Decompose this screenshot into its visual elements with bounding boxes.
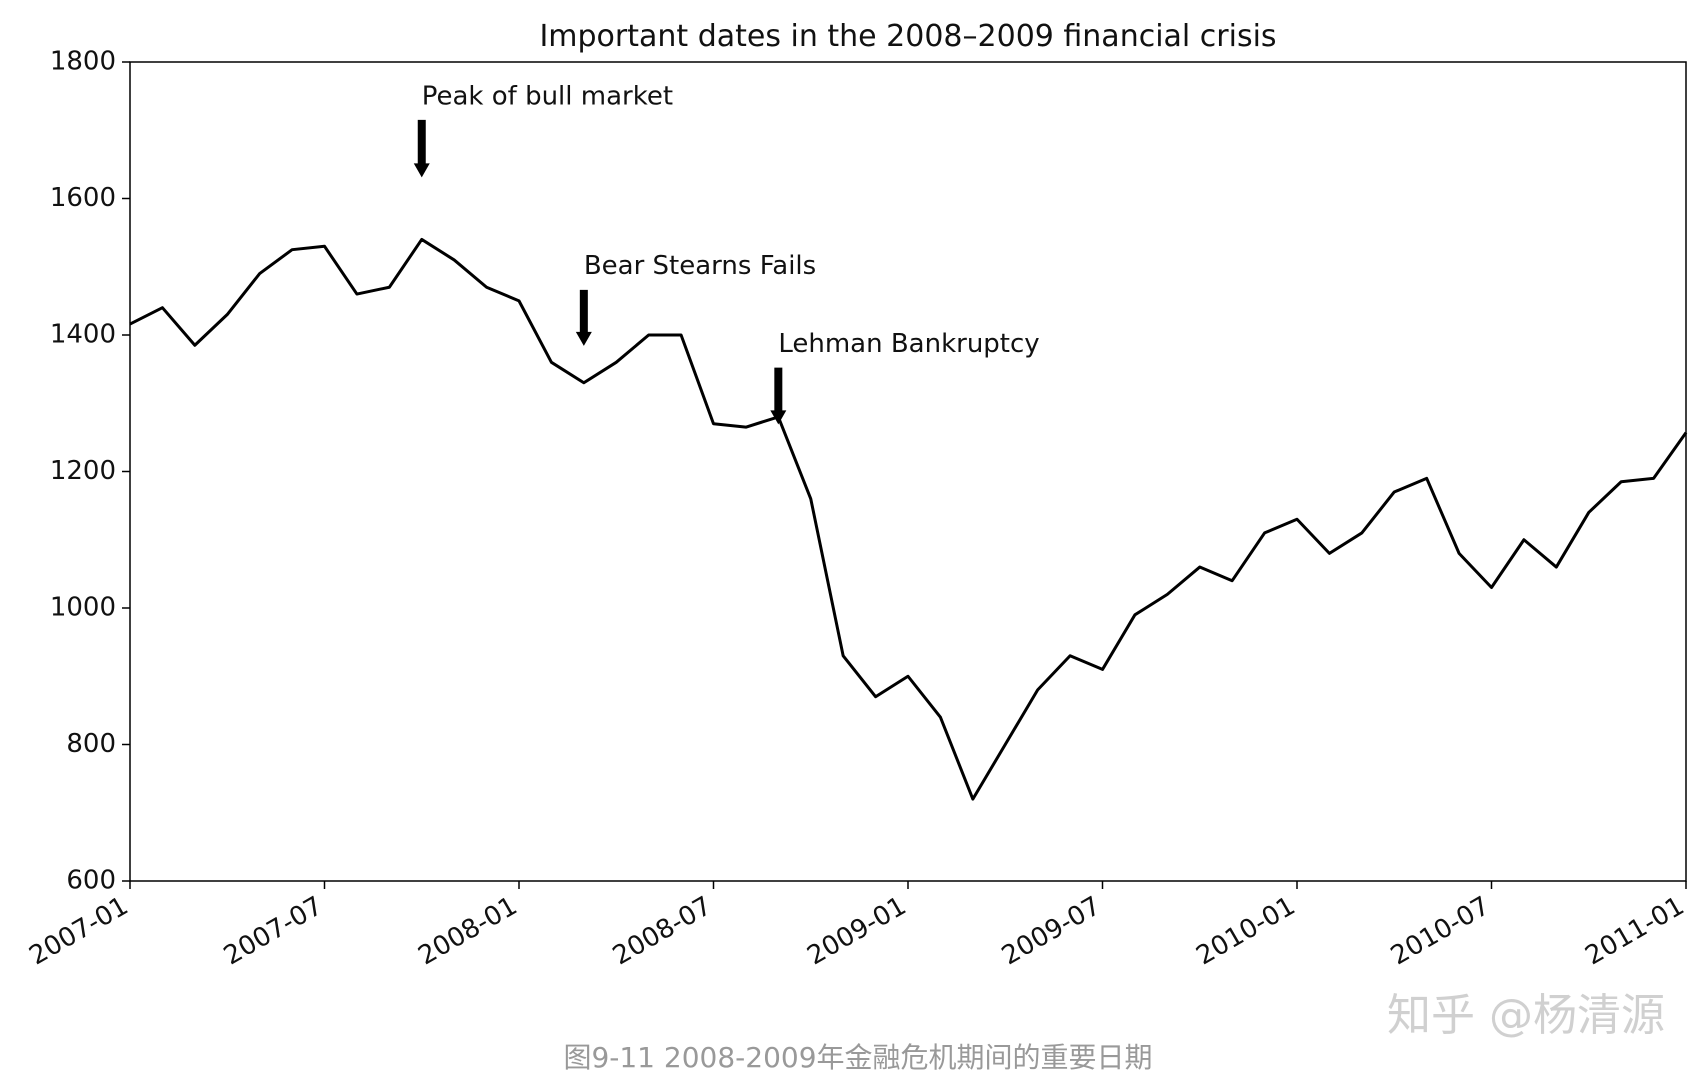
line xyxy=(129,237,1688,801)
y-tick-label: 600 xyxy=(66,866,116,896)
caption: 图9-11 2008-2009年金融危机期间的重要日期 xyxy=(563,1041,1152,1074)
chart-title: Important dates in the 2008–2009 financi… xyxy=(539,19,1276,54)
x-tick-label: 2009-01 xyxy=(802,891,911,971)
y-tick-label: 1800 xyxy=(50,47,116,77)
y-tick-label: 800 xyxy=(66,729,116,759)
x-tick-label: 2010-01 xyxy=(1191,891,1300,971)
x-tick-label: 2008-01 xyxy=(413,891,522,971)
annotation-label: Lehman Bankruptcy xyxy=(778,329,1039,359)
x-tick-label: 2007-01 xyxy=(24,891,133,971)
annotation-arrow xyxy=(575,289,592,346)
annotation-arrow xyxy=(413,119,430,178)
x-tick-label: 2010-07 xyxy=(1386,891,1495,971)
x-tick-label: 2007-07 xyxy=(219,891,328,971)
y-tick-label: 1000 xyxy=(50,593,116,623)
x-tick-label: 2008-07 xyxy=(608,891,717,971)
x-tick-label: 2011-01 xyxy=(1580,891,1689,971)
y-tick-label: 1200 xyxy=(50,456,116,486)
annotation-arrow xyxy=(770,367,787,425)
y-tick-label: 1600 xyxy=(50,183,116,213)
annotation-label: Peak of bull market xyxy=(422,81,673,111)
y-tick-label: 1400 xyxy=(50,320,116,350)
annotation-label: Bear Stearns Fails xyxy=(584,251,816,281)
x-tick-label: 2009-07 xyxy=(997,891,1106,971)
plot-frame xyxy=(129,61,1687,882)
watermark: 知乎 @杨清源 xyxy=(1387,990,1665,1041)
